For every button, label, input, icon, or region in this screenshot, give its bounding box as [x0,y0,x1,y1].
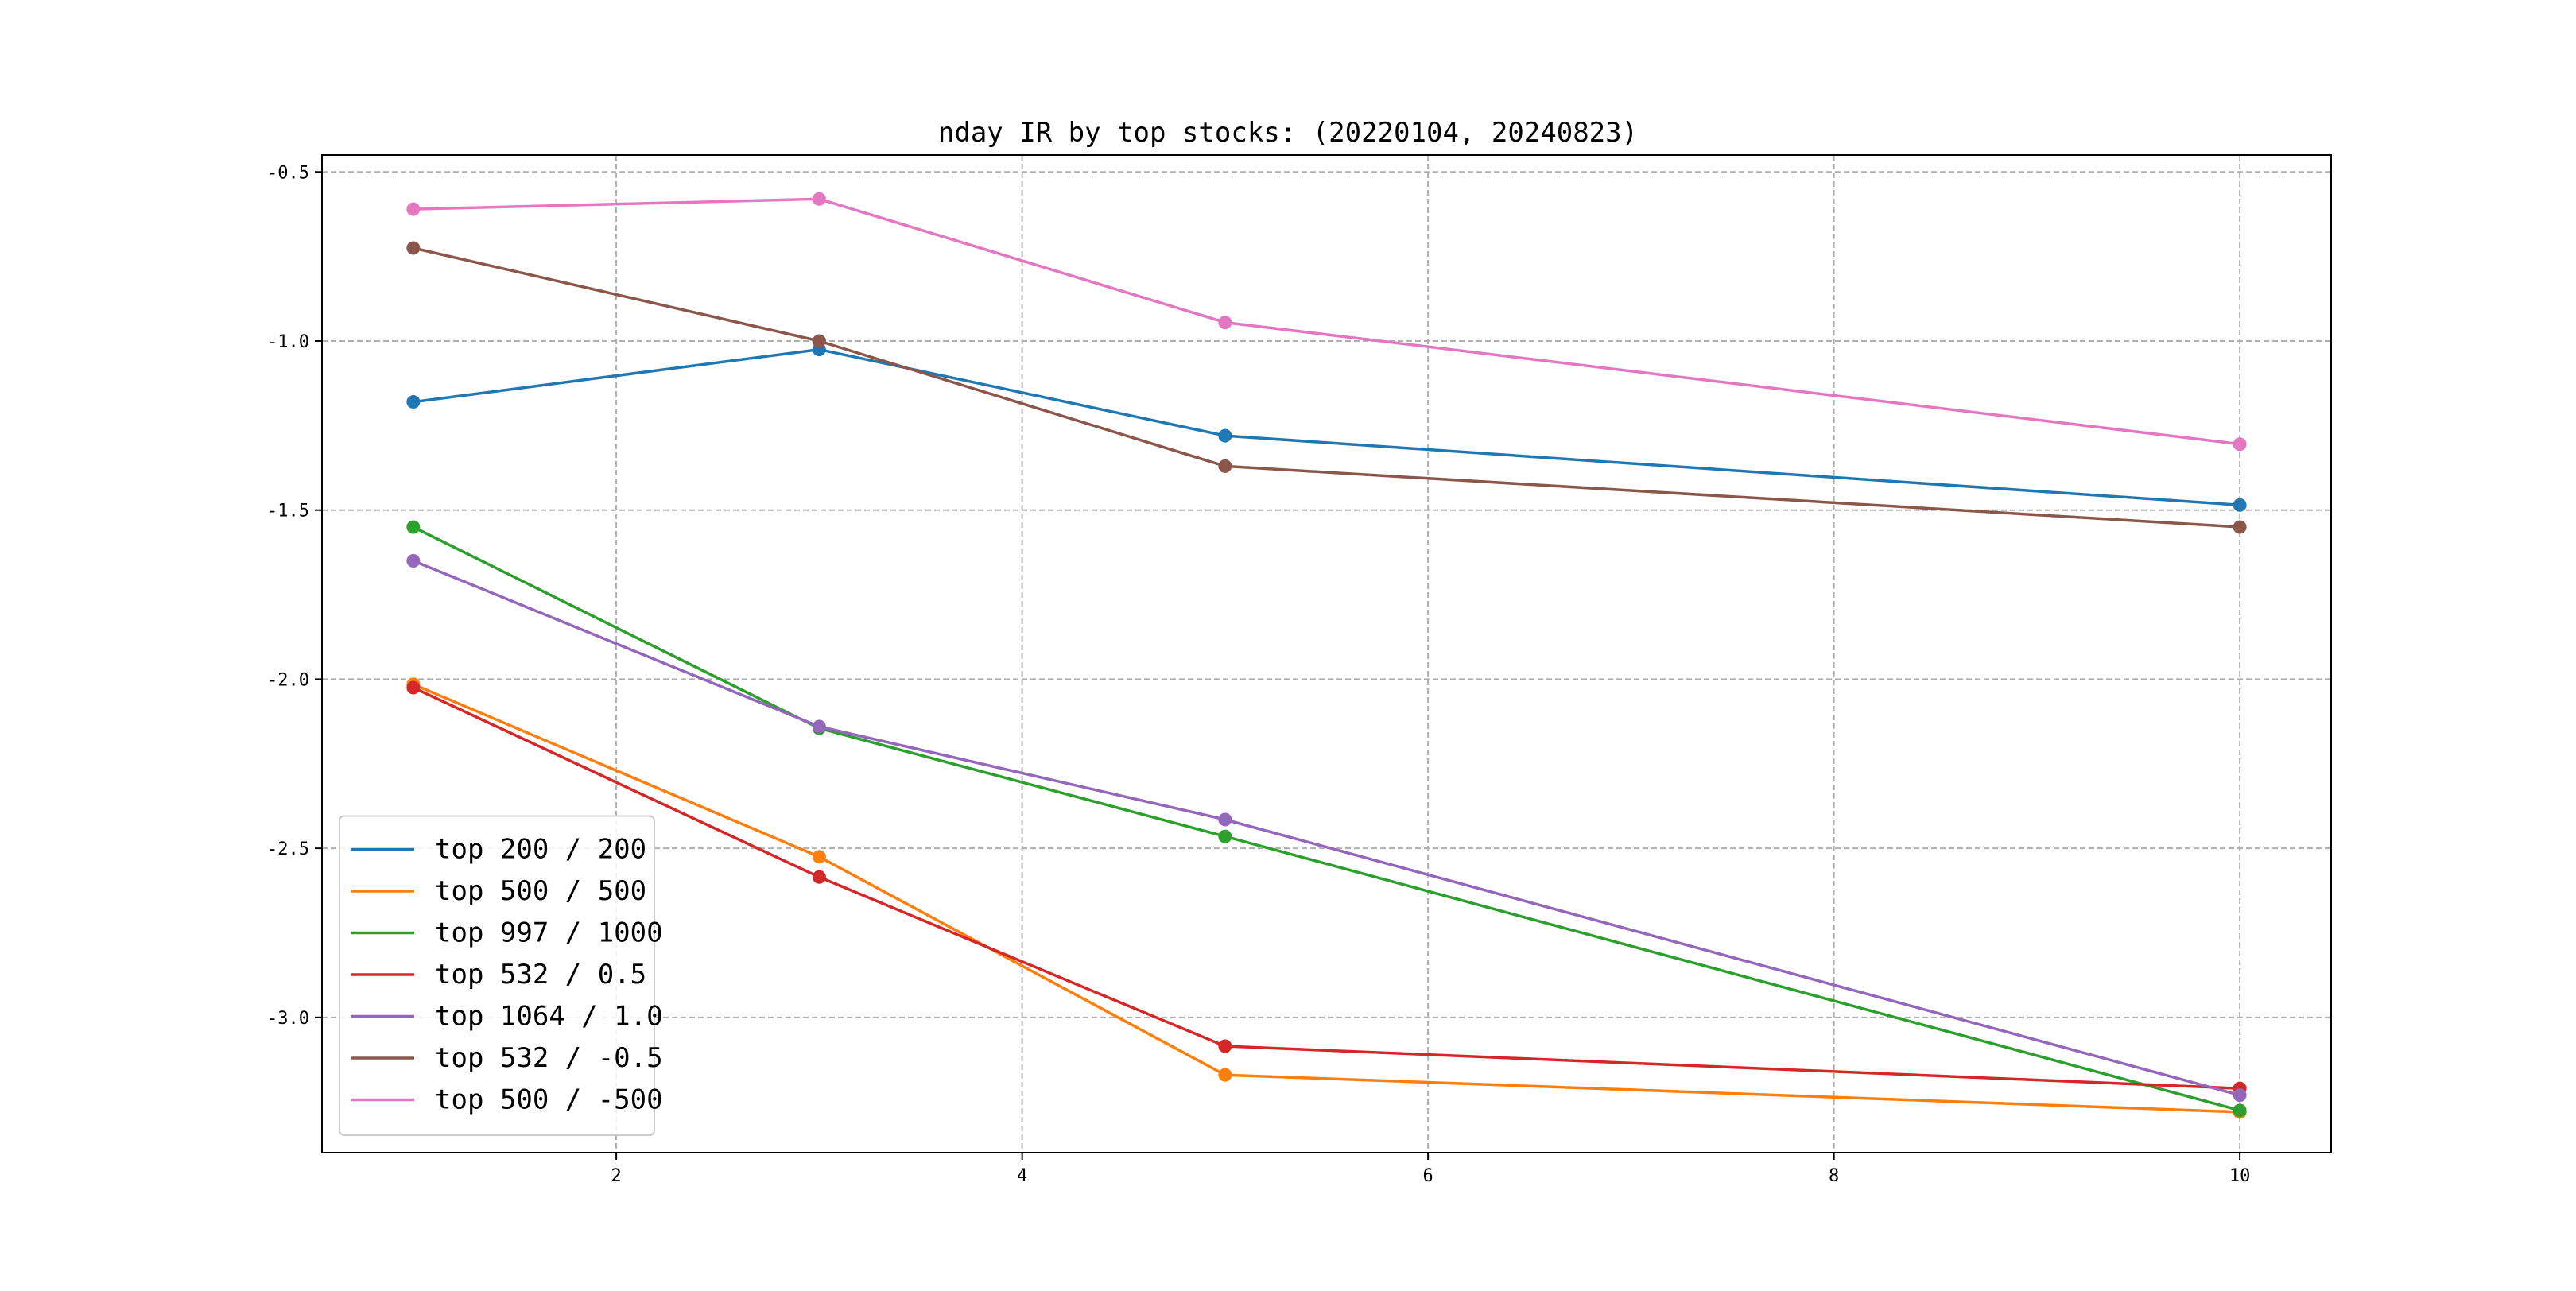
y-tick-label: -0.5 [267,163,309,183]
series-6 [406,241,2247,534]
data-point [406,520,421,534]
axis-ticks: 2 4 6 8 10 -0.5 -1.0 -1.5 -2.0 -2.5 -3.0 [267,163,2250,1186]
data-point [2233,437,2247,452]
data-point [406,554,421,568]
legend-label: top 200 / 200 [435,834,646,866]
data-point [1218,829,1232,843]
legend-label: top 532 / -0.5 [435,1042,663,1074]
plot-frame [321,154,2332,1153]
x-tick-label: 6 [1423,1166,1433,1186]
x-tick-label: 2 [611,1166,621,1186]
chart-title: nday IR by top stocks: (20220104, 202408… [938,117,1638,149]
data-point [406,241,421,255]
y-tick-label: -3.0 [267,1009,309,1029]
data-point [1218,1039,1232,1053]
data-point [2233,520,2247,534]
legend-item: top 500 / 500 [351,875,646,907]
legend-label: top 500 / -500 [435,1084,663,1116]
data-point [812,192,826,206]
legend-item: top 1064 / 1.0 [351,1001,663,1033]
data-point [1218,316,1232,330]
series-line [413,347,2240,507]
data-point [2233,1088,2247,1103]
data-point [1218,812,1232,827]
data-point [406,202,421,216]
grid [322,155,2331,1153]
legend-item: top 997 / 1000 [351,917,663,949]
series-line [413,197,2240,446]
series-line [413,683,2240,1114]
legend-item: top 532 / -0.5 [351,1042,663,1074]
legend-label: top 500 / 500 [435,875,646,907]
series-lines [406,192,2247,1119]
data-point [812,850,826,864]
series-line [413,246,2240,529]
data-point [1218,1068,1232,1082]
legend-label: top 997 / 1000 [435,917,663,949]
legend-item: top 200 / 200 [351,834,646,866]
series-line [413,559,2240,1097]
data-point [812,334,826,348]
legend-item: top 500 / -500 [351,1084,663,1116]
y-tick-label: -1.5 [267,502,309,521]
data-point [2233,498,2247,512]
data-point [812,719,826,734]
x-tick-label: 4 [1017,1166,1027,1186]
series-7 [406,192,2247,452]
x-tick-label: 8 [1829,1166,1839,1186]
legend: top 200 / 200 top 500 / 500 top 997 / 1000… [339,815,663,1136]
data-point [406,395,421,409]
data-point [1218,459,1232,473]
series-line [413,686,2240,1090]
data-point [406,680,421,695]
legend-label: top 1064 / 1.0 [435,1001,663,1033]
y-tick-label: -1.0 [267,332,309,352]
y-tick-label: -2.0 [267,670,309,690]
series-line [413,525,2240,1112]
legend-item: top 532 / 0.5 [351,959,646,991]
data-point [2233,1103,2247,1118]
legend-label: top 532 / 0.5 [435,959,646,991]
data-point [1218,428,1232,443]
y-tick-label: -2.5 [267,839,309,859]
series-5 [406,554,2247,1103]
series-1 [406,343,2247,512]
x-tick-label: 10 [2229,1166,2251,1186]
data-point [812,870,826,884]
legend-box [339,815,655,1136]
